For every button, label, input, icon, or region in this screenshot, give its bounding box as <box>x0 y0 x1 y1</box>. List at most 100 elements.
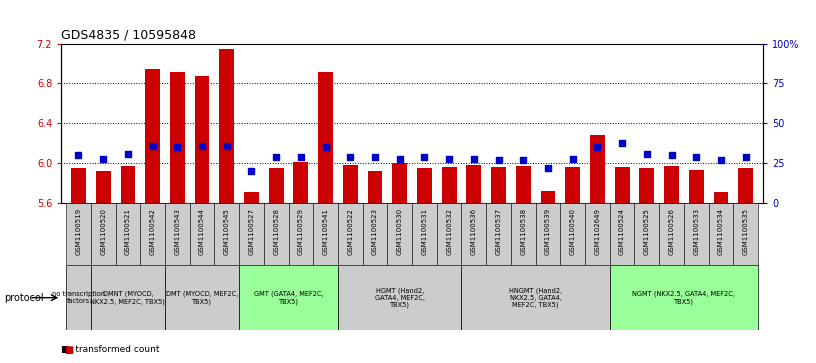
Bar <box>659 203 684 265</box>
Point <box>393 156 406 162</box>
Point <box>269 154 282 160</box>
Bar <box>66 265 91 330</box>
Bar <box>165 265 239 330</box>
Bar <box>713 192 729 203</box>
Bar <box>491 167 506 203</box>
Point <box>542 165 555 171</box>
Bar <box>640 168 654 203</box>
Bar <box>467 165 481 203</box>
Bar <box>664 166 679 203</box>
Point <box>220 143 233 149</box>
Bar <box>738 168 753 203</box>
Bar <box>121 166 135 203</box>
Bar <box>734 203 758 265</box>
Bar <box>462 203 486 265</box>
Point <box>442 156 455 162</box>
Text: HGMT (Hand2,
GATA4, MEF2C,
TBX5): HGMT (Hand2, GATA4, MEF2C, TBX5) <box>375 287 424 308</box>
Bar <box>268 168 284 203</box>
Text: GSM1100524: GSM1100524 <box>619 208 625 255</box>
Text: GSM1100528: GSM1100528 <box>273 208 279 255</box>
Text: GSM1100534: GSM1100534 <box>718 208 724 255</box>
Bar <box>145 69 160 203</box>
Point <box>96 156 109 162</box>
Bar <box>585 203 610 265</box>
Bar <box>318 72 333 203</box>
Bar <box>614 167 629 203</box>
Bar <box>220 49 234 203</box>
Text: GSM1100519: GSM1100519 <box>76 208 82 255</box>
Bar <box>388 203 412 265</box>
Text: GSM1100535: GSM1100535 <box>743 208 748 255</box>
Text: GSM1100525: GSM1100525 <box>644 208 650 255</box>
Point <box>615 140 628 146</box>
Text: ■  transformed count: ■ transformed count <box>61 345 160 354</box>
Text: GSM1100542: GSM1100542 <box>149 208 156 255</box>
Text: GMT (GATA4, MEF2C,
TBX5): GMT (GATA4, MEF2C, TBX5) <box>254 291 323 305</box>
Text: GSM1100540: GSM1100540 <box>570 208 576 255</box>
Bar <box>516 166 530 203</box>
Text: GSM1100539: GSM1100539 <box>545 208 551 255</box>
Text: GSM1100531: GSM1100531 <box>421 208 428 255</box>
Bar <box>367 171 383 203</box>
Bar <box>140 203 165 265</box>
Text: GSM1100533: GSM1100533 <box>694 208 699 255</box>
Bar <box>71 168 86 203</box>
Bar <box>392 163 407 203</box>
Point <box>715 157 728 163</box>
Text: GSM1100520: GSM1100520 <box>100 208 106 255</box>
Bar <box>264 203 289 265</box>
Bar <box>239 203 264 265</box>
Bar <box>441 167 457 203</box>
Text: GSM1100529: GSM1100529 <box>298 208 304 255</box>
Bar <box>535 203 561 265</box>
Bar <box>338 203 362 265</box>
Text: HNGMT (Hand2,
NKX2.5, GATA4,
MEF2C, TBX5): HNGMT (Hand2, NKX2.5, GATA4, MEF2C, TBX5… <box>509 287 562 308</box>
Text: GSM1100523: GSM1100523 <box>372 208 378 255</box>
Bar <box>66 203 91 265</box>
Text: NGMT (NKX2.5, GATA4, MEF2C,
TBX5): NGMT (NKX2.5, GATA4, MEF2C, TBX5) <box>632 291 735 305</box>
Bar <box>610 203 635 265</box>
Text: GSM1100527: GSM1100527 <box>248 208 255 255</box>
Bar <box>338 265 462 330</box>
Point <box>690 154 703 160</box>
Bar <box>708 203 734 265</box>
Point <box>468 156 481 162</box>
Bar <box>343 165 357 203</box>
Point <box>665 152 678 158</box>
Bar <box>689 170 703 203</box>
Point <box>319 144 332 150</box>
Point <box>245 168 258 174</box>
Bar <box>239 265 338 330</box>
Bar <box>294 162 308 203</box>
Bar <box>684 203 708 265</box>
Bar <box>561 203 585 265</box>
Text: GSM1100522: GSM1100522 <box>348 208 353 255</box>
Bar <box>170 72 184 203</box>
Bar <box>289 203 313 265</box>
Point <box>196 143 209 149</box>
Bar <box>313 203 338 265</box>
Text: GSM1102649: GSM1102649 <box>594 208 601 255</box>
Bar <box>590 135 605 203</box>
Bar <box>362 203 388 265</box>
Point <box>517 157 530 163</box>
Point <box>72 152 85 158</box>
Text: ■: ■ <box>64 345 73 355</box>
Text: protocol: protocol <box>4 293 44 303</box>
Text: GSM1100543: GSM1100543 <box>175 208 180 255</box>
Bar <box>565 167 580 203</box>
Bar <box>540 191 556 203</box>
Point <box>492 157 505 163</box>
Bar <box>462 265 610 330</box>
Text: GSM1100541: GSM1100541 <box>322 208 329 255</box>
Bar <box>417 168 432 203</box>
Bar <box>412 203 437 265</box>
Text: DMNT (MYOCD,
NKX2.5, MEF2C, TBX5): DMNT (MYOCD, NKX2.5, MEF2C, TBX5) <box>91 291 166 305</box>
Point <box>739 154 752 160</box>
Text: GSM1100537: GSM1100537 <box>495 208 502 255</box>
Text: DMT (MYOCD, MEF2C,
TBX5): DMT (MYOCD, MEF2C, TBX5) <box>166 291 238 305</box>
Text: GSM1100536: GSM1100536 <box>471 208 477 255</box>
Bar <box>215 203 239 265</box>
Point <box>344 154 357 160</box>
Bar <box>91 265 165 330</box>
